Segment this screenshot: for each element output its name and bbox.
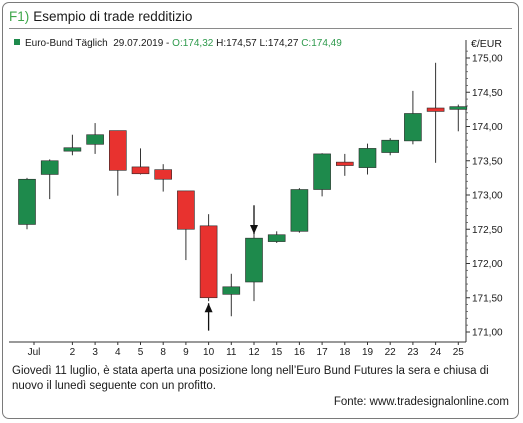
candle-body	[358, 148, 377, 168]
candle-body	[313, 153, 331, 190]
candle-body	[245, 237, 263, 283]
candle-body	[381, 139, 400, 153]
candle-body	[404, 113, 422, 142]
y-tick-label: 172,00	[472, 259, 503, 270]
x-tick-label: 9	[183, 347, 189, 358]
candle-body	[449, 106, 468, 110]
y-tick-label: 173,00	[472, 191, 503, 202]
x-tick-label: 15	[271, 347, 283, 358]
candle-body	[177, 190, 195, 230]
y-tick-label: 175,00	[472, 54, 503, 65]
figure-caption: Giovedì 11 luglio, è stata aperta una po…	[12, 365, 489, 392]
figure-frame	[2, 2, 519, 419]
y-tick-label: 171,50	[472, 293, 503, 304]
y-tick-label: 173,50	[472, 156, 503, 167]
candle-body	[222, 286, 241, 295]
x-tick-label: Jul	[28, 347, 41, 358]
x-tick-label: 2	[70, 347, 76, 358]
entry-arrow-head	[204, 303, 213, 313]
candle-body	[154, 169, 172, 180]
source-credit: Fonte: www.tradesignalonline.com	[333, 396, 509, 408]
candle-body	[40, 160, 59, 175]
legend-high: H:174,57	[216, 38, 257, 49]
y-tick-label: 172,50	[472, 225, 503, 236]
x-tick-label: 25	[453, 347, 465, 358]
x-tick-label: 5	[138, 347, 144, 358]
x-tick-label: 17	[317, 347, 329, 358]
x-tick-label: 12	[248, 347, 260, 358]
x-tick-label: 4	[115, 347, 121, 358]
x-tick-label: 11	[226, 347, 237, 358]
figure-number: F1)	[9, 9, 30, 24]
x-tick-label: 10	[203, 347, 215, 358]
legend-instrument: Euro-Bund Täglich	[25, 38, 108, 49]
candle-body	[290, 189, 309, 232]
title-divider	[9, 28, 512, 29]
x-tick-label: 8	[160, 347, 166, 358]
x-tick-label: 24	[430, 347, 442, 358]
figure-title: F1) Esempio di trade redditizio	[9, 9, 192, 24]
candle-body	[267, 234, 286, 242]
legend-low: L:174,27	[259, 38, 299, 49]
currency-label: €/EUR	[471, 38, 502, 50]
legend-square-icon	[14, 39, 20, 45]
candle-body	[335, 161, 354, 166]
candle-body	[131, 166, 150, 175]
x-tick-label: 3	[92, 347, 98, 358]
y-tick-label: 171,00	[472, 328, 503, 339]
candle-body	[18, 178, 36, 225]
chart-legend: Euro-Bund Täglich 29.07.2019 - O:174,32 …	[14, 38, 342, 49]
legend-date: 29.07.2019	[113, 38, 164, 49]
candle-body	[86, 134, 104, 145]
legend-close: C:174,49	[301, 38, 342, 49]
y-tick-label: 174,50	[472, 88, 503, 99]
candlestick-chart: 171,00 171,50 172,00 172,50 173,00 173,50 174,…	[9, 40, 503, 358]
x-tick-label: 23	[407, 347, 419, 358]
exit-arrow-head	[250, 225, 258, 235]
figure-title-text: Esempio di trade redditizio	[33, 9, 193, 24]
y-tick-label: 174,00	[472, 122, 503, 133]
candle-body	[426, 107, 445, 112]
x-tick-label: 16	[294, 347, 306, 358]
candle-body	[63, 147, 82, 152]
x-tick-label: 22	[385, 347, 397, 358]
legend-open: O:174,32	[172, 38, 214, 49]
x-tick-label: 18	[339, 347, 351, 358]
candle-body	[109, 130, 127, 171]
candle-body	[199, 225, 218, 299]
x-tick-label: 19	[362, 347, 374, 358]
